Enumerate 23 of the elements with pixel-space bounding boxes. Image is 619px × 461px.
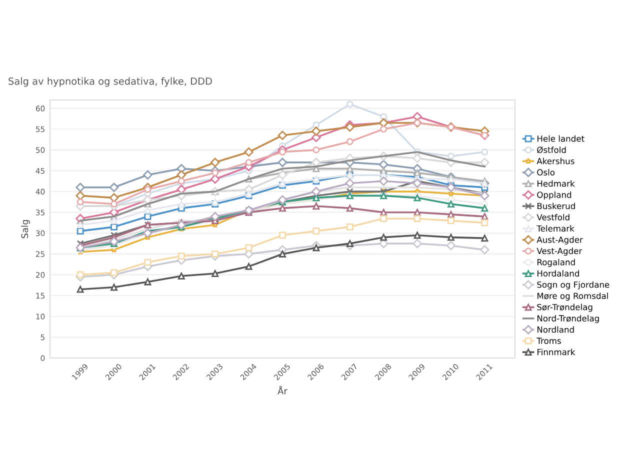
legend-label: Akershus bbox=[536, 158, 574, 164]
legend-label: Rogaland bbox=[537, 258, 575, 267]
legend-label: Østfold bbox=[537, 146, 566, 154]
legend-label: Aust-Agder bbox=[536, 236, 583, 244]
x-axis-title: År bbox=[278, 386, 288, 394]
chart-title: Salg av hypnotika og sedativa, fylke, DDD bbox=[8, 77, 212, 87]
legend-label: Finnmark bbox=[537, 348, 576, 356]
legend-label: Sør-Trøndelag bbox=[537, 304, 592, 312]
legend-label: Hedmark bbox=[537, 180, 575, 187]
legend-label: Sogn og Fjordane bbox=[537, 281, 610, 290]
legend-label: Vestfold bbox=[536, 214, 570, 220]
legend-label: Troms bbox=[536, 338, 561, 344]
legend-label: Nord-Trøndelag bbox=[537, 315, 599, 324]
legend-label: Oslo bbox=[537, 169, 555, 176]
legend-label: Oppland bbox=[537, 191, 572, 200]
legend-label: Nordland bbox=[537, 326, 574, 333]
legend-label: Vest-Agder bbox=[536, 248, 582, 256]
legend-label: Hordaland bbox=[537, 270, 579, 277]
y-axis-title: Salg bbox=[21, 220, 30, 238]
legend-label: Buskerud bbox=[537, 202, 575, 210]
legend-label: Telemark bbox=[536, 225, 574, 232]
legend-label: Møre og Romsdal bbox=[537, 292, 608, 301]
legend-label: Hele landet bbox=[537, 135, 584, 142]
